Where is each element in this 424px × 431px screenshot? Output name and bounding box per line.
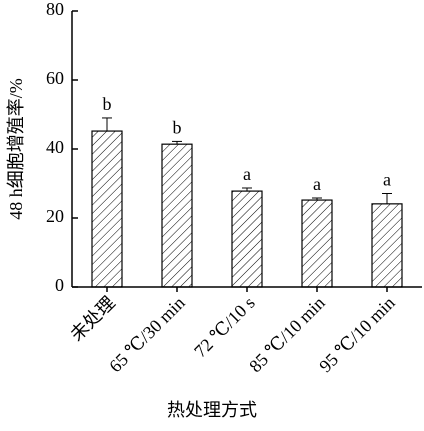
x-axis-title: 热处理方式: [167, 400, 257, 420]
y-tick-label: 80: [46, 0, 64, 19]
bar: [161, 143, 193, 288]
x-tick-label: 65 ℃/30 min: [105, 293, 189, 377]
significance-letter: b: [103, 94, 112, 114]
significance-letter: a: [243, 164, 251, 184]
bar: [371, 203, 403, 288]
bar: [301, 199, 333, 288]
bar: [231, 190, 263, 288]
x-tick-label: 95 ℃/10 min: [315, 293, 399, 377]
y-tick-label: 0: [55, 275, 64, 295]
x-tick-label: 72 ℃/10 s: [190, 293, 259, 362]
y-tick-label: 60: [46, 68, 64, 88]
significance-letter: b: [173, 118, 182, 138]
x-tick-label: 未处理: [66, 293, 118, 345]
y-axis-title: 48 h细胞增殖率/%: [5, 78, 26, 220]
significance-letter: a: [383, 170, 391, 190]
y-tick-label: 20: [46, 206, 64, 226]
bar: [91, 130, 123, 288]
significance-letter: a: [313, 174, 321, 194]
y-tick-label: 40: [46, 137, 64, 157]
